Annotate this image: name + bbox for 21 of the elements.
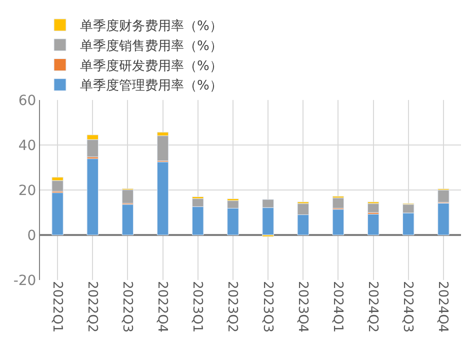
x-tick-label: 2022Q2 [84,281,100,333]
x-tick-label: 2023Q2 [224,281,240,333]
x-tick-label: 2022Q4 [154,281,170,333]
legend-label: 单季度管理费用率（%） [80,78,222,94]
y-tick-label: 60 [18,92,36,109]
x-tick-label: 2024Q1 [330,281,345,333]
x-tick-label: 2023Q1 [190,281,205,333]
legend-label: 单季度研发费用率（%） [80,58,222,74]
x-tick-label: 2024Q3 [400,281,416,333]
x-tick-label: 2024Q2 [365,281,380,333]
x-tick-label: 2023Q3 [260,281,275,333]
x-tick-label: 2022Q3 [119,281,134,333]
x-tick-label: 2022Q1 [49,281,64,333]
legend-label: 单季度财务费用率（%） [80,18,222,34]
legend-label: 单季度销售费用率（%） [80,38,222,54]
y-tick-label: -20 [13,272,36,289]
x-tick-label: 2023Q4 [294,281,310,333]
x-tick-label: 2024Q4 [435,281,450,333]
y-tick-label: 0 [27,228,36,244]
y-tick-label: 20 [18,182,36,199]
y-tick-label: 40 [18,138,36,154]
